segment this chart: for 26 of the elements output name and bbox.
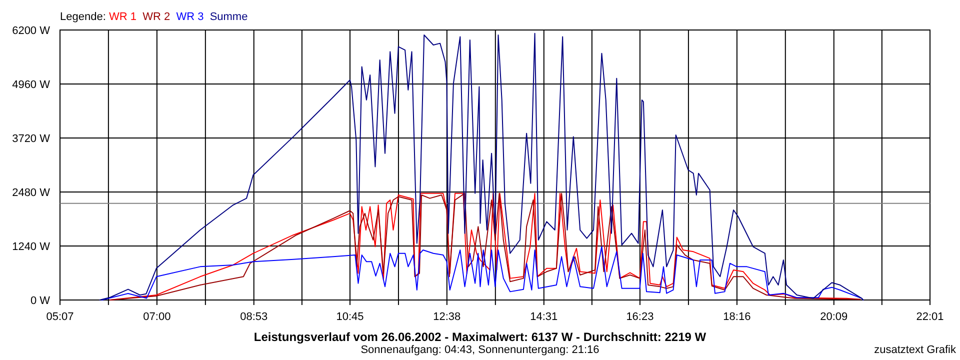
- x-tick-label: 12:38: [433, 311, 461, 323]
- y-tick-label: 6200 W: [12, 25, 51, 37]
- text: Leistungsverlauf vom 26.06.2002 - Maximalwert: 6137 W - Durchschnitt: 2219 W: [254, 330, 707, 344]
- text: zusatztext Grafik: [874, 344, 956, 356]
- x-tick-label: 16:23: [626, 311, 654, 323]
- text: WR 1: [108, 11, 136, 23]
- x-tick-label: 10:45: [336, 311, 364, 323]
- x-tick-label: 18:16: [723, 311, 751, 323]
- text: Sonnenaufgang: 04:43, Sonnenuntergang: 21:16: [360, 344, 600, 356]
- x-tick-label: 07:00: [143, 311, 171, 323]
- y-tick-label: 2480 W: [12, 187, 51, 199]
- line-series: [99, 32, 864, 300]
- line-series: [110, 192, 861, 300]
- x-tick-label: 05:07: [46, 311, 74, 323]
- x-tick-label: 22:01: [916, 311, 944, 323]
- y-tick-label: 4960 W: [12, 79, 51, 91]
- x-tick-label: 20:09: [820, 311, 848, 323]
- y-tick-label: 3720 W: [12, 133, 51, 145]
- x-tick-label: 14:31: [530, 311, 558, 323]
- x-tick-label: 08:53: [240, 311, 268, 323]
- y-tick-label: 1240 W: [12, 241, 51, 253]
- y-tick-label: 0 W: [30, 295, 51, 307]
- text: WR 3: [176, 11, 204, 23]
- text: Summe: [210, 11, 248, 23]
- legend-title: Legende:: [60, 11, 109, 23]
- text: WR 2: [142, 11, 170, 23]
